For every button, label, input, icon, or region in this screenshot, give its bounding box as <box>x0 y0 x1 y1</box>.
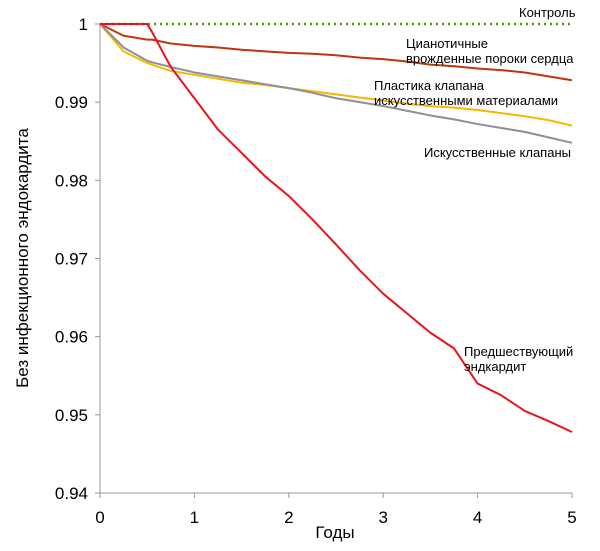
y-tick-label: 1 <box>79 15 88 34</box>
x-axis-label: Годы <box>315 523 354 542</box>
y-axis-label: Без инфекционного эндокардита <box>13 128 32 388</box>
series-label: Пластика клапана искусственными материал… <box>374 78 559 108</box>
y-tick-label: 0.95 <box>55 406 88 425</box>
x-tick-label: 4 <box>473 508 482 527</box>
series-line <box>100 23 573 433</box>
series-label: Искусственные клапаны <box>424 145 571 160</box>
x-tick-label: 0 <box>95 508 104 527</box>
x-tick-label: 1 <box>190 508 199 527</box>
y-tick-label: 0.97 <box>55 250 88 269</box>
series-label: Предшествующий эндкардит <box>464 344 574 374</box>
y-tick-label: 0.94 <box>55 484 88 503</box>
series-label: Контроль <box>519 5 576 20</box>
x-tick-label: 2 <box>284 508 293 527</box>
series-label: Цианотичные врожденные пороки сердца <box>406 36 574 66</box>
series-line <box>99 23 573 127</box>
series-line <box>99 23 573 82</box>
y-tick-label: 0.99 <box>55 93 88 112</box>
y-tick-label: 0.96 <box>55 328 88 347</box>
x-tick-label: 5 <box>567 508 576 527</box>
x-tick-label: 3 <box>378 508 387 527</box>
series-line <box>99 23 573 144</box>
y-tick-label: 0.98 <box>55 171 88 190</box>
